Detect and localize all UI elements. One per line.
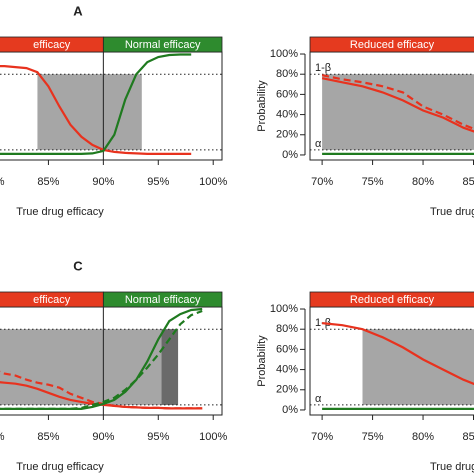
- x-axis-title: True drug efficacy: [430, 461, 474, 473]
- header-label: Normal efficacy: [125, 294, 201, 306]
- header-band: [102, 291, 223, 308]
- y-tick-label: 60%: [276, 88, 298, 100]
- panel: [0, 52, 222, 160]
- header-band: [309, 36, 474, 53]
- y-axis-title: Probability: [256, 80, 268, 132]
- x-tick-label: 95%: [147, 431, 169, 443]
- series-line: [321, 322, 474, 386]
- panel-letter: C: [73, 258, 83, 273]
- header-label: Reduced efficacy: [350, 39, 435, 51]
- header-label: efficacy: [33, 294, 71, 306]
- reference-label: 1-β: [315, 62, 331, 74]
- shaded-region: [161, 329, 179, 405]
- y-tick-label: 20%: [276, 129, 298, 141]
- reference-label: α: [315, 138, 322, 150]
- x-tick-label: 85%: [463, 431, 474, 443]
- panel: 1-β α: [310, 62, 474, 151]
- header-band: [102, 36, 223, 53]
- y-tick-label: 0%: [282, 404, 298, 416]
- header-label: Reduced efficacy: [350, 294, 435, 306]
- series-line: [0, 65, 192, 155]
- y-tick-label: 0%: [282, 149, 298, 161]
- x-tick-label: 85%: [463, 176, 474, 188]
- x-tick-label: 90%: [92, 176, 114, 188]
- x-tick-label: 85%: [37, 176, 59, 188]
- x-tick-label: 80%: [0, 176, 5, 188]
- x-tick-label: 90%: [92, 431, 114, 443]
- x-tick-label: 75%: [362, 176, 384, 188]
- x-tick-label: 95%: [147, 176, 169, 188]
- panel: [0, 307, 222, 415]
- header-label: efficacy: [33, 39, 71, 51]
- header-band: [309, 291, 474, 308]
- shaded-region: [322, 74, 474, 150]
- y-tick-label: 20%: [276, 384, 298, 396]
- shaded-region: [362, 329, 474, 405]
- x-tick-label: 80%: [0, 431, 5, 443]
- y-tick-label: 40%: [276, 108, 298, 120]
- y-tick-label: 100%: [270, 303, 298, 315]
- series-line: [321, 77, 474, 133]
- x-axis-title: True drug efficacy: [430, 206, 474, 218]
- y-axis-title: Probability: [256, 335, 268, 387]
- y-tick-label: 40%: [276, 363, 298, 375]
- y-tick-label: 80%: [276, 323, 298, 335]
- x-tick-label: 70%: [311, 176, 333, 188]
- y-tick-label: 100%: [270, 48, 298, 60]
- series-line: [0, 309, 203, 410]
- panel: 1-βα: [310, 317, 474, 406]
- panel-letter: A: [73, 3, 83, 18]
- reference-label: α: [315, 393, 322, 405]
- x-tick-label: 100%: [199, 431, 227, 443]
- x-axis-title: True drug efficacy: [16, 461, 104, 473]
- shaded-region: [37, 74, 142, 150]
- x-axis-title: True drug efficacy: [16, 206, 104, 218]
- series-line: [321, 74, 474, 131]
- shaded-region: [0, 329, 179, 405]
- series-line: [0, 53, 192, 155]
- x-tick-label: 70%: [311, 431, 333, 443]
- x-tick-label: 75%: [362, 431, 384, 443]
- x-tick-label: 85%: [37, 431, 59, 443]
- x-tick-label: 100%: [199, 176, 227, 188]
- x-tick-label: 80%: [412, 176, 434, 188]
- y-tick-label: 60%: [276, 343, 298, 355]
- header-label: Normal efficacy: [125, 39, 201, 51]
- x-tick-label: 80%: [412, 431, 434, 443]
- y-tick-label: 80%: [276, 68, 298, 80]
